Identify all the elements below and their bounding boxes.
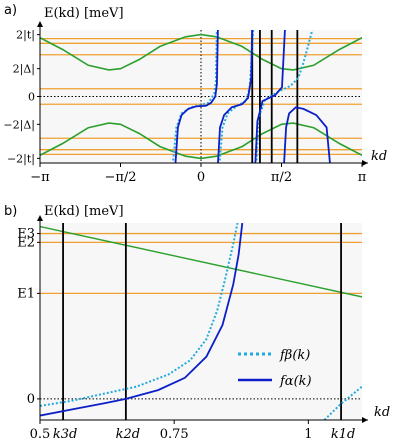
panel-b-orange-levels	[40, 232, 362, 400]
f-alpha-segment-1	[217, 30, 254, 163]
f-alpha-segment-2	[254, 30, 286, 163]
f-alpha-segment-0	[174, 30, 219, 163]
green-band-upper	[40, 33, 362, 71]
panel-a-curves	[171, 30, 331, 163]
y-tick-label-2: 0	[28, 91, 35, 104]
x-tick-label-4: π	[358, 170, 367, 185]
x-axis-arrow	[362, 417, 368, 423]
y-tick-label-1: 2|Δ|	[13, 63, 35, 77]
f-beta-segment-1	[323, 385, 362, 420]
f-alpha-segment-3	[283, 106, 331, 163]
special-x-label-0: k3d	[53, 427, 77, 442]
panel-b-x-ticks: 0.5 0.75 1 k3d k2d k1d	[30, 420, 355, 442]
special-x-label-1: k2d	[116, 427, 140, 442]
panel-b-axes	[37, 215, 368, 423]
special-x-label-2: k1d	[331, 427, 355, 442]
panel-a-xlabel: kd	[371, 149, 387, 164]
green-line	[40, 225, 362, 298]
panel-a-ylabel: E(kd) [meV]	[44, 6, 124, 21]
y-axis-arrow	[37, 215, 43, 221]
x-tick-label-0: 0.5	[30, 427, 51, 442]
x-tick-label-2: 1	[304, 427, 312, 442]
panel-b-green-line	[40, 225, 362, 298]
f-beta-segment-0	[40, 223, 239, 407]
panel-b-vertical-lines	[62, 223, 342, 420]
x-tick-label-1: 0.75	[160, 427, 189, 442]
y-tick-label-3: 0	[27, 392, 35, 407]
y-tick-label-2: E1	[17, 286, 35, 301]
panel-b-label: b)	[4, 204, 17, 219]
legend-label-0: fβ(k)	[279, 348, 310, 363]
panel-a-orange-levels	[40, 30, 362, 163]
panel-b-plot-area	[40, 223, 362, 420]
panel-a-x-ticks: −π −π/2 0 π/2 π	[30, 163, 367, 185]
panel-a-label: a)	[4, 3, 17, 18]
green-band-lower	[40, 122, 362, 160]
panel-b-ylabel: E(kd) [meV]	[44, 204, 124, 219]
y-tick-label-4: −2|t|	[7, 152, 35, 166]
panel-a: 2|t| 2|Δ| 0 −2|Δ| −2|t| −π −π/2 0 π/2 π a) E(kd)…	[3, 3, 387, 185]
y-tick-label-3: −2|Δ|	[3, 118, 35, 132]
panel-a-green-bands	[40, 33, 362, 160]
x-axis-arrow	[362, 160, 368, 166]
panel-b-legend: fβ(k) fα(k)	[238, 348, 312, 389]
panel-b-curves	[40, 223, 362, 420]
y-tick-label-0: 2|t|	[16, 29, 35, 43]
y-axis-arrow	[37, 21, 43, 27]
panel-b-xlabel: kd	[374, 405, 390, 420]
x-tick-label-2: 0	[197, 170, 205, 185]
f-alpha-segment-0	[40, 223, 244, 417]
y-tick-label-0: E3	[17, 227, 35, 242]
panel-a-axes	[37, 21, 368, 166]
panel-a-y-ticks: 2|t| 2|Δ| 0 −2|Δ| −2|t|	[3, 29, 40, 166]
legend-label-1: fα(k)	[279, 374, 312, 389]
x-tick-label-0: −π	[30, 170, 50, 185]
x-tick-label-1: −π/2	[104, 170, 136, 185]
x-tick-label-3: π/2	[271, 170, 292, 185]
y-tick-label-1: E2	[17, 235, 35, 250]
